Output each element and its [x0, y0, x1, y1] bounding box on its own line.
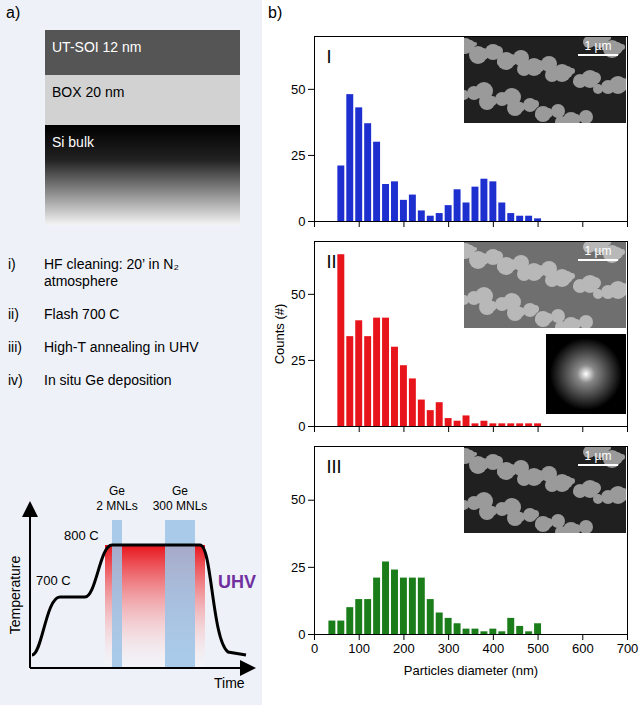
svg-text:300: 300	[438, 641, 460, 656]
svg-text:100: 100	[348, 641, 370, 656]
svg-text:500: 500	[527, 641, 549, 656]
svg-text:Ge: Ge	[109, 484, 125, 498]
svg-text:1 µm: 1 µm	[585, 244, 612, 258]
svg-text:0: 0	[311, 641, 318, 656]
svg-text:25: 25	[291, 353, 305, 368]
svg-text:1 µm: 1 µm	[585, 449, 612, 463]
svg-text:200: 200	[393, 641, 415, 656]
svg-text:Ge: Ge	[172, 484, 188, 498]
svg-text:Particles diameter (nm): Particles diameter (nm)	[404, 663, 538, 678]
svg-text:0: 0	[298, 419, 305, 434]
svg-text:UT-SOI 12 nm: UT-SOI 12 nm	[52, 39, 141, 55]
html-text:High-T annealing in UHV: High-T annealing in UHV	[44, 339, 199, 355]
svg-text:50: 50	[291, 82, 305, 97]
svg-text:50: 50	[291, 492, 305, 507]
svg-text:700: 700	[617, 641, 639, 656]
svg-text:BOX 20 nm: BOX 20 nm	[52, 84, 124, 100]
svg-text:0: 0	[298, 627, 305, 642]
svg-text:Time: Time	[214, 675, 245, 691]
html-text:b): b)	[268, 4, 283, 21]
html-text:Flash 700 C: Flash 700 C	[44, 306, 120, 322]
svg-text:III: III	[327, 457, 342, 477]
svg-text:25: 25	[291, 560, 305, 575]
svg-text:1 µm: 1 µm	[585, 39, 612, 53]
html-text:i): i)	[8, 256, 16, 272]
svg-text:a): a)	[6, 4, 20, 21]
svg-text:II: II	[327, 252, 337, 272]
html-text:In situ Ge deposition: In situ Ge deposition	[44, 372, 172, 388]
svg-text:400: 400	[483, 641, 505, 656]
svg-text:Si bulk: Si bulk	[52, 134, 95, 150]
svg-text:600: 600	[572, 641, 594, 656]
svg-text:0: 0	[298, 214, 305, 229]
svg-text:2 MNLs: 2 MNLs	[96, 499, 137, 513]
html-text:iii): iii)	[8, 339, 22, 355]
svg-text:Counts (#): Counts (#)	[272, 304, 287, 365]
svg-text:50: 50	[291, 287, 305, 302]
svg-text:I: I	[327, 47, 332, 67]
svg-text:800 C: 800 C	[64, 528, 99, 543]
html-text:iv): iv)	[8, 372, 23, 388]
svg-text:25: 25	[291, 148, 305, 163]
svg-text:UHV: UHV	[218, 572, 256, 592]
svg-text:300 MNLs: 300 MNLs	[153, 499, 208, 513]
html-text:ii): ii)	[8, 306, 19, 322]
svg-text:Temperature: Temperature	[7, 555, 23, 634]
html-text:HF cleaning: 20’ in N₂ atmosph: HF cleaning: 20’ in N₂ atmosphere	[44, 256, 179, 289]
svg-text:700 C: 700 C	[36, 573, 71, 588]
